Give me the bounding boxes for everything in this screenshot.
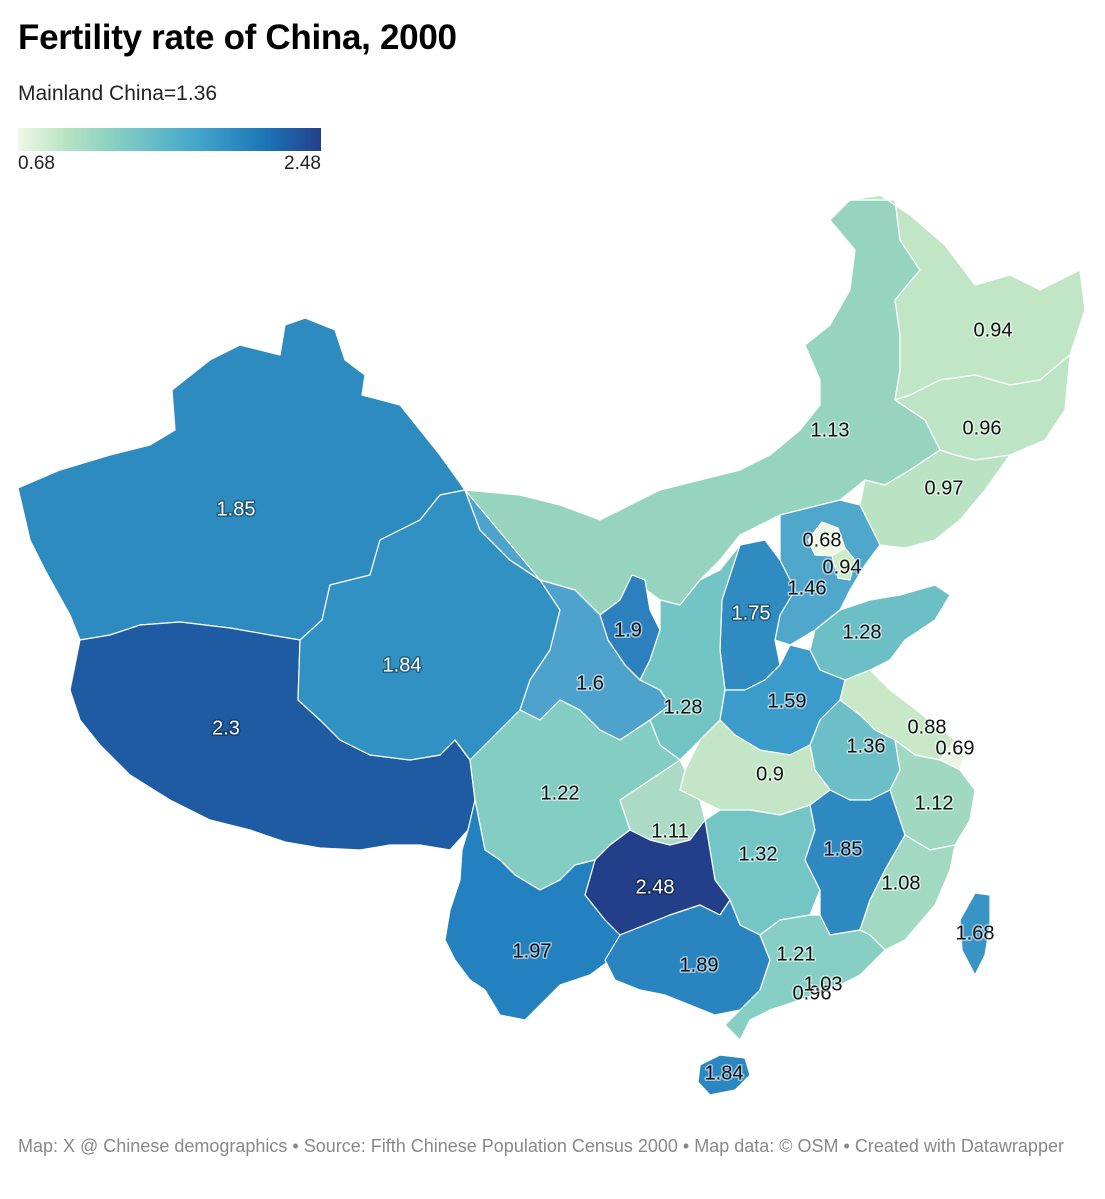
label-jilin: 0.96 bbox=[963, 417, 1002, 439]
chart-subtitle: Mainland China=1.36 bbox=[18, 82, 218, 105]
label-tibet: 2.3 bbox=[212, 717, 240, 739]
legend-gradient-bar bbox=[18, 128, 321, 151]
label-inner-mongolia: 1.13 bbox=[811, 419, 850, 441]
label-taiwan: 1.68 bbox=[956, 922, 995, 944]
label-jiangsu: 0.88 bbox=[908, 716, 947, 738]
label-henan: 1.59 bbox=[768, 690, 807, 712]
label-yunnan: 1.97 bbox=[513, 940, 552, 962]
label-hubei: 0.9 bbox=[756, 763, 784, 785]
label-sichuan: 1.22 bbox=[541, 782, 580, 804]
label-xinjiang: 1.85 bbox=[217, 498, 256, 520]
label-guangdong: 1.21 bbox=[777, 943, 816, 965]
label-liaoning: 0.97 bbox=[925, 477, 964, 499]
label-zhejiang: 1.12 bbox=[915, 792, 954, 814]
chart-title: Fertility rate of China, 2000 bbox=[18, 18, 457, 57]
region-taiwan[interactable] bbox=[959, 892, 991, 976]
region-fujian[interactable] bbox=[859, 834, 956, 951]
region-guangdong[interactable] bbox=[724, 914, 886, 1041]
source-footer: Map: X @ Chinese demographics • Source: … bbox=[18, 1136, 1064, 1156]
label-heilongjiang: 0.94 bbox=[974, 319, 1013, 341]
label-hainan: 1.84 bbox=[705, 1062, 744, 1084]
color-legend: 0.68 2.48 bbox=[18, 128, 321, 175]
label-guangxi: 1.89 bbox=[680, 954, 719, 976]
label-hebei: 1.46 bbox=[788, 577, 827, 599]
region-tianjin[interactable] bbox=[831, 547, 856, 581]
legend-max-label: 2.48 bbox=[284, 153, 321, 174]
label-shandong: 1.28 bbox=[843, 621, 882, 643]
label-shaanxi: 1.28 bbox=[664, 696, 703, 718]
label-qinghai: 1.84 bbox=[383, 654, 422, 676]
label-tianjin: 0.94 bbox=[823, 556, 862, 578]
label-jiangxi: 1.85 bbox=[824, 838, 863, 860]
label-gansu: 1.6 bbox=[576, 672, 604, 694]
label-hong-kong: 0.96 bbox=[793, 982, 832, 1004]
label-ningxia: 1.9 bbox=[614, 619, 642, 641]
label-guizhou: 2.48 bbox=[636, 876, 675, 898]
region-yunnan[interactable] bbox=[444, 799, 621, 1021]
region-hainan[interactable] bbox=[697, 1054, 751, 1096]
label-shanxi: 1.75 bbox=[732, 602, 771, 624]
label-anhui: 1.36 bbox=[847, 735, 886, 757]
label-chongqing: 1.11 bbox=[651, 820, 688, 842]
label-beijing: 0.68 bbox=[803, 529, 842, 551]
legend-min-label: 0.68 bbox=[18, 153, 55, 174]
label-fujian: 1.08 bbox=[882, 872, 921, 894]
label-macau: 1.03 bbox=[804, 973, 843, 995]
label-shanghai: 0.69 bbox=[936, 737, 975, 759]
label-hunan: 1.32 bbox=[739, 843, 778, 865]
